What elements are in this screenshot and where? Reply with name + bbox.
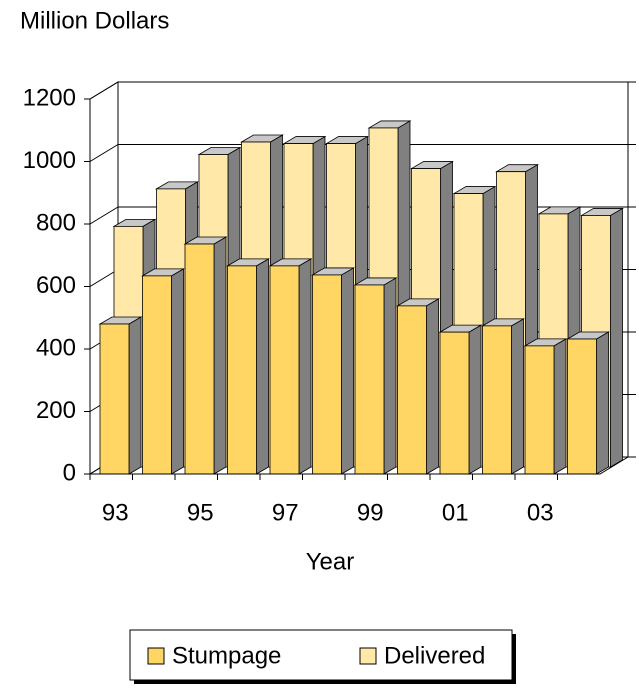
x-tick-label: 93 [102,499,129,526]
bar-side [298,258,312,475]
bar [99,323,130,475]
grid-line [89,81,119,100]
bar-side [256,258,269,475]
bar [269,265,300,475]
y-tick-label: 1200 [23,84,76,111]
x-tick-label: 95 [187,499,214,526]
bar-side [213,236,227,475]
bar-side [511,318,524,475]
y-tick-label: 1000 [23,147,76,174]
y-tick-label: 200 [36,397,76,424]
y-tick-label: 400 [36,334,76,361]
bar-side [610,207,623,468]
bar [312,274,342,475]
x-tick-label: 99 [357,499,384,526]
bar [184,243,215,475]
legend-swatch [147,647,165,665]
legend-label: Delivered [384,642,485,669]
bar [397,305,427,475]
bar-side [128,316,142,475]
bar [142,275,172,475]
legend-swatch [359,647,377,665]
legend-label: Stumpage [172,642,281,669]
bar [227,265,257,475]
x-tick-label: 97 [272,499,299,526]
y-tick-label: 600 [36,272,76,299]
bar-side [383,277,397,475]
bar [524,345,555,475]
y-axis-title: Million Dollars [20,7,169,34]
y-tick-label: 0 [63,459,76,486]
x-axis-title: Year [306,548,355,575]
y-tick-label: 800 [36,209,76,236]
x-tick-label: 03 [527,499,554,526]
bar [439,331,470,475]
x-tick-label: 01 [442,499,469,526]
bar-side [341,267,354,475]
legend [129,629,513,681]
bar [482,325,512,475]
bar [354,284,385,475]
bar-side [426,298,439,475]
bar-side [553,338,567,475]
bar-side [468,324,482,475]
grid-line [89,144,119,162]
grid-line [89,206,119,225]
bar-side [596,331,609,475]
bar-side [171,268,184,475]
bar [567,338,597,475]
grid-line [89,269,119,287]
